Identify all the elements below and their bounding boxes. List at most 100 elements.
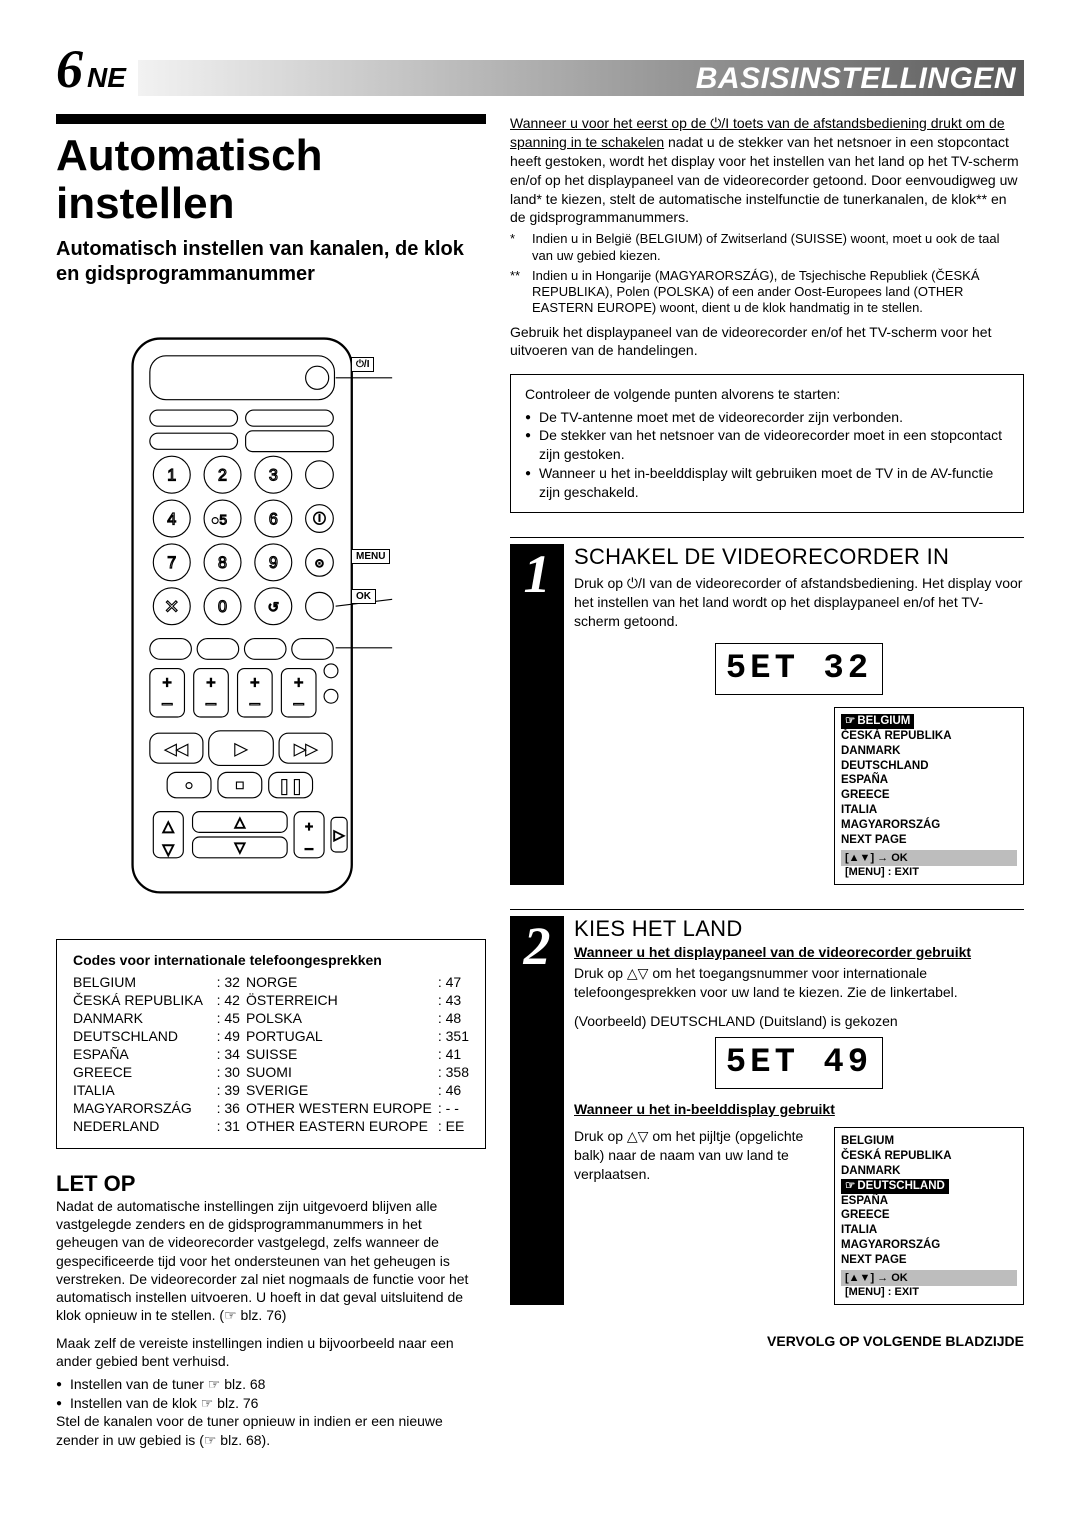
precheck-b3: Wanneer u het in-beelddisplay wilt gebru… xyxy=(525,464,1009,502)
svg-text:−: − xyxy=(161,693,173,716)
precheck-b2: De stekker van het netsnoer van de video… xyxy=(525,426,1009,464)
codes-cell: OTHER EASTERN EUROPE xyxy=(246,1118,432,1134)
codes-cell: SUISSE xyxy=(246,1046,432,1062)
step-1: 1 SCHAKEL DE VIDEORECORDER IN Druk op ⏻/… xyxy=(510,537,1024,885)
svg-text:✕: ✕ xyxy=(164,596,179,617)
letop-p2: Maak zelf de vereiste instellingen indie… xyxy=(56,1334,486,1370)
svg-text:2: 2 xyxy=(218,466,227,484)
codes-cell: : 46 xyxy=(438,1082,469,1098)
svg-text:●: ● xyxy=(185,777,193,793)
letop-b2: Instellen van de klok ☞ blz. 76 xyxy=(56,1394,486,1413)
letop-p1: Nadat de automatische instellingen zijn … xyxy=(56,1197,486,1324)
step-2-title: KIES HET LAND xyxy=(574,916,1024,942)
svg-text:+: + xyxy=(294,674,303,692)
codes-cell: PORTUGAL xyxy=(246,1028,432,1044)
menu-1-footer2: [MENU] : EXIT xyxy=(841,866,1017,878)
svg-text:4: 4 xyxy=(167,510,176,528)
menu-box-1: BELGIUMČESKÁ REPUBLIKADANMARKDEUTSCHLAND… xyxy=(834,707,1024,885)
seg-2-val: 5ET 49 xyxy=(726,1044,872,1082)
svg-text:▷: ▷ xyxy=(334,826,345,842)
menu-item: DANMARK xyxy=(841,744,1017,759)
svg-text:−: − xyxy=(304,840,313,858)
svg-text:❚❚: ❚❚ xyxy=(278,778,303,795)
menu-2-footer1: [▲▼] → OK xyxy=(841,1270,1017,1286)
intro-after: Gebruik het displaypaneel van de videore… xyxy=(510,323,1024,361)
seg-1-val: 5ET 32 xyxy=(726,650,872,688)
menu-item: GREECE xyxy=(841,788,1017,803)
codes-cell: ÖSTERREICH xyxy=(246,992,432,1008)
svg-text:−: − xyxy=(293,693,305,716)
codes-cell: ČESKÁ REPUBLIKA xyxy=(73,992,211,1008)
precheck-b1: De TV-antenne moet met de videorecorder … xyxy=(525,408,1009,427)
page-suffix: NE xyxy=(87,62,126,93)
codes-cell: ITALIA xyxy=(73,1082,211,1098)
step-2-num: 2 xyxy=(524,922,551,971)
svg-text:△: △ xyxy=(235,814,246,830)
menu-item: ESPAÑA xyxy=(841,773,1017,788)
svg-text:3: 3 xyxy=(269,466,278,484)
rule xyxy=(56,114,486,124)
fn2-text: Indien u in Hongarije (MAGYARORSZÁG), de… xyxy=(532,268,979,316)
codes-cell: : 45 xyxy=(217,1010,240,1026)
codes-cell: MAGYARORSZÁG xyxy=(73,1100,211,1116)
step-2-sub2: Wanneer u het in-beelddisplay gebruikt xyxy=(574,1101,1024,1117)
letop-heading: LET OP xyxy=(56,1171,486,1197)
step-2-text2: Druk op △▽ om het pijltje (opgelichte ba… xyxy=(574,1127,816,1305)
codes-cell: SUOMI xyxy=(246,1064,432,1080)
footnote-2: **Indien u in Hongarije (MAGYARORSZÁG), … xyxy=(510,268,1024,317)
codes-cell: DEUTSCHLAND xyxy=(73,1028,211,1044)
codes-cell: : - - xyxy=(438,1100,469,1116)
main-title-2: instellen xyxy=(56,180,486,228)
remote-svg: 1 2 3 4 ●5 6 7 8 9 ✕ 0 ↺ ⓘ ⊙ xyxy=(121,327,421,904)
precheck-box: Controleer de volgende punten alvorens t… xyxy=(510,374,1024,513)
step-1-num: 1 xyxy=(524,550,551,599)
ok-callout: OK xyxy=(351,589,376,604)
svg-text:▶: ▶ xyxy=(235,740,248,758)
svg-text:△: △ xyxy=(163,818,175,835)
menu-item: MAGYARORSZÁG xyxy=(841,818,1017,833)
menu-item: ESPAÑA xyxy=(841,1194,1017,1209)
power-callout: ⏻/I xyxy=(351,357,374,372)
codes-cell: : 41 xyxy=(438,1046,469,1062)
codes-cell: ESPAÑA xyxy=(73,1046,211,1062)
codes-cell: : 351 xyxy=(438,1028,469,1044)
menu-item: ČESKÁ REPUBLIKA xyxy=(841,729,1017,744)
menu-item: BELGIUM xyxy=(841,1134,1017,1149)
svg-text:+: + xyxy=(250,674,259,692)
svg-text:↺: ↺ xyxy=(268,599,280,615)
section-title-bar: BASISINSTELLINGEN xyxy=(138,60,1024,96)
codes-cell: SVERIGE xyxy=(246,1082,432,1098)
remote-illustration: 1 2 3 4 ●5 6 7 8 9 ✕ 0 ↺ ⓘ ⊙ xyxy=(56,327,486,909)
codes-grid: BELGIUM: 32NORGE: 47ČESKÁ REPUBLIKA: 42Ö… xyxy=(73,974,469,1134)
codes-cell: : EE xyxy=(438,1118,469,1134)
menu-1-list: BELGIUMČESKÁ REPUBLIKADANMARKDEUTSCHLAND… xyxy=(841,714,1017,848)
codes-cell: : 48 xyxy=(438,1010,469,1026)
letop-section: LET OP Nadat de automatische instellinge… xyxy=(56,1171,486,1449)
menu-item: DEUTSCHLAND xyxy=(841,1179,1017,1194)
codes-cell: : 30 xyxy=(217,1064,240,1080)
menu-item: NEXT PAGE xyxy=(841,833,1017,848)
step-2: 2 KIES HET LAND Wanneer u het displaypan… xyxy=(510,909,1024,1305)
step-2-text1: Druk op △▽ om het toegangsnummer voor in… xyxy=(574,964,1024,1002)
page-header: 6NE BASISINSTELLINGEN xyxy=(56,40,1024,96)
menu-item: MAGYARORSZÁG xyxy=(841,1238,1017,1253)
codes-cell: BELGIUM xyxy=(73,974,211,990)
footnote-1: *Indien u in België (BELGIUM) of Zwitser… xyxy=(510,231,1024,264)
continued: VERVOLG OP VOLGENDE BLADZIJDE xyxy=(510,1333,1024,1349)
step-2-sub1: Wanneer u het displaypaneel van de video… xyxy=(574,944,1024,960)
codes-cell: : 34 xyxy=(217,1046,240,1062)
svg-text:▽: ▽ xyxy=(163,841,175,858)
menu-callout: MENU xyxy=(351,549,390,564)
step-2-num-wrap: 2 xyxy=(510,916,564,1305)
codes-box: Codes voor internationale telefoongespre… xyxy=(56,939,486,1149)
svg-text:9: 9 xyxy=(269,554,278,572)
codes-cell: : 49 xyxy=(217,1028,240,1044)
intro-para: Wanneer u voor het eerst op de ⏻/I toets… xyxy=(510,114,1024,227)
page-number-block: 6NE xyxy=(56,42,126,96)
precheck-lead: Controleer de volgende punten alvorens t… xyxy=(525,385,1009,403)
menu-box-2: BELGIUMČESKÁ REPUBLIKADANMARKDEUTSCHLAND… xyxy=(834,1127,1024,1305)
seg-display-2: 5ET 49 xyxy=(715,1037,883,1089)
codes-cell: GREECE xyxy=(73,1064,211,1080)
section-title: BASISINSTELLINGEN xyxy=(696,62,1016,96)
letop-b1: Instellen van de tuner ☞ blz. 68 xyxy=(56,1375,486,1394)
